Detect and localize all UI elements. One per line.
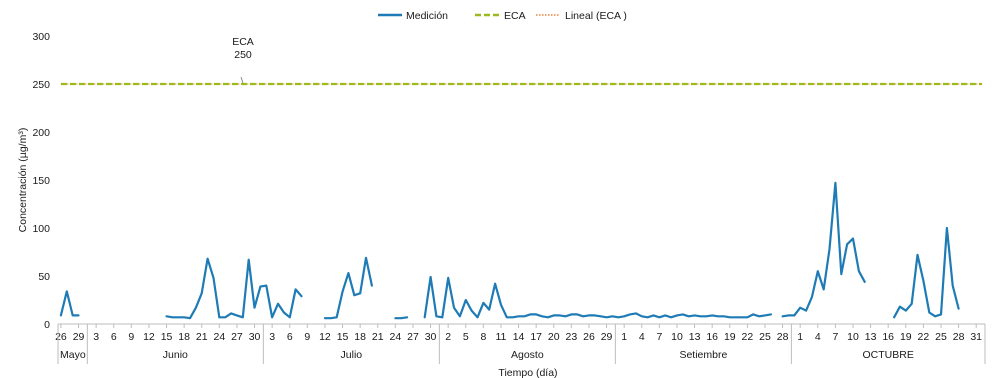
x-tick-label: 29 (73, 331, 85, 343)
x-tick-label: 1 (621, 331, 627, 343)
x-tick-label: 15 (161, 331, 173, 343)
x-tick-label: 19 (900, 331, 912, 343)
series-line-medicion (892, 226, 960, 319)
y-tick-label: 150 (32, 175, 50, 187)
x-tick-label: 28 (777, 331, 789, 343)
y-tick-label: 300 (32, 31, 50, 43)
x-tick-label: 11 (496, 331, 507, 343)
x-tick-label: 4 (639, 331, 645, 343)
x-tick-label: 26 (55, 331, 67, 343)
x-tick-label: 4 (815, 331, 821, 343)
x-tick-label: 6 (287, 331, 293, 343)
y-tick-label: 250 (32, 79, 50, 91)
x-axis-title: Tiempo (día) (498, 367, 557, 378)
x-tick-label: 22 (918, 331, 930, 343)
month-label: Setiembre (679, 349, 727, 361)
series-line-medicion (59, 290, 80, 317)
x-tick-label: 3 (93, 331, 99, 343)
x-tick-label: 27 (407, 331, 419, 343)
x-tick-label: 30 (425, 331, 437, 343)
x-tick-label: 17 (530, 331, 542, 343)
y-tick-label: 200 (32, 127, 50, 139)
x-tick-label: 23 (566, 331, 578, 343)
series-line-medicion (394, 316, 409, 320)
x-tick-label: 21 (196, 331, 208, 343)
x-tick-label: 8 (480, 331, 486, 343)
x-tick-label: 31 (970, 331, 982, 343)
x-tick-label: 13 (689, 331, 701, 343)
x-tick-label: 24 (390, 331, 402, 343)
legend: Medición ECA Lineal (ECA ) (378, 10, 627, 22)
x-tick-label: 9 (128, 331, 134, 343)
x-tick-label: 14 (513, 331, 525, 343)
x-tick-label: 25 (935, 331, 947, 343)
x-tick-label: 2 (445, 331, 451, 343)
x-tick-label: 7 (656, 331, 662, 343)
eca-annotation-value: 250 (234, 49, 252, 61)
month-label: Agosto (511, 349, 544, 361)
series-line-medicion (165, 257, 303, 320)
month-label: OCTUBRE (863, 349, 914, 361)
x-axis: 26 29 3 6 9 12 15 18 21 24 27 30 3 6 9 12 15 18 21 24 27 30 2 5… (55, 323, 986, 364)
month-label: Junio (163, 349, 188, 361)
eca-annotation: ECA 250 (232, 36, 254, 84)
y-tick-label: 100 (32, 223, 50, 235)
month-label: Julio (341, 349, 363, 361)
month-label: Mayo (60, 349, 86, 361)
x-tick-label: 19 (724, 331, 736, 343)
x-tick-label: 25 (759, 331, 771, 343)
x-tick-label: 22 (742, 331, 754, 343)
legend-label-lineal: Lineal (ECA ) (565, 10, 627, 22)
x-tick-label: 20 (548, 331, 560, 343)
x-tick-label: 12 (319, 331, 331, 343)
x-tick-label: 6 (111, 331, 117, 343)
y-tick-label: 50 (38, 271, 50, 283)
x-tick-label: 24 (214, 331, 226, 343)
x-tick-label: 29 (601, 331, 613, 343)
series-lines (59, 181, 960, 320)
x-tick-label: 18 (354, 331, 366, 343)
x-tick-label: 18 (178, 331, 190, 343)
x-tick-label: 1 (797, 331, 803, 343)
x-tick-label: 12 (143, 331, 155, 343)
x-tick-label: 16 (706, 331, 718, 343)
x-tick-label: 5 (463, 331, 469, 343)
x-tick-label: 30 (249, 331, 261, 343)
x-tick-label: 28 (953, 331, 965, 343)
series-line-medicion (781, 181, 866, 318)
legend-label-medicion: Medición (406, 10, 448, 22)
eca-annotation-leader (240, 76, 244, 84)
x-tick-label: 27 (231, 331, 243, 343)
x-tick-label: 16 (882, 331, 894, 343)
series-line-medicion (423, 275, 773, 319)
x-tick-label: 13 (865, 331, 877, 343)
x-tick-label: 15 (337, 331, 349, 343)
eca-annotation-label: ECA (232, 36, 254, 48)
legend-label-eca: ECA (504, 10, 526, 22)
y-axis-title: Concentración (µg/m³) (17, 128, 29, 233)
x-tick-label: 3 (269, 331, 275, 343)
x-tick-label: 21 (372, 331, 384, 343)
series-line-medicion (323, 256, 373, 320)
y-tick-label: 0 (44, 319, 50, 331)
x-tick-label: 26 (583, 331, 595, 343)
x-tick-label: 7 (832, 331, 838, 343)
y-axis: 0 50 100 150 200 250 300 (32, 31, 50, 331)
x-tick-label: 9 (304, 331, 310, 343)
x-tick-label: 10 (671, 331, 683, 343)
x-tick-label: 10 (847, 331, 859, 343)
